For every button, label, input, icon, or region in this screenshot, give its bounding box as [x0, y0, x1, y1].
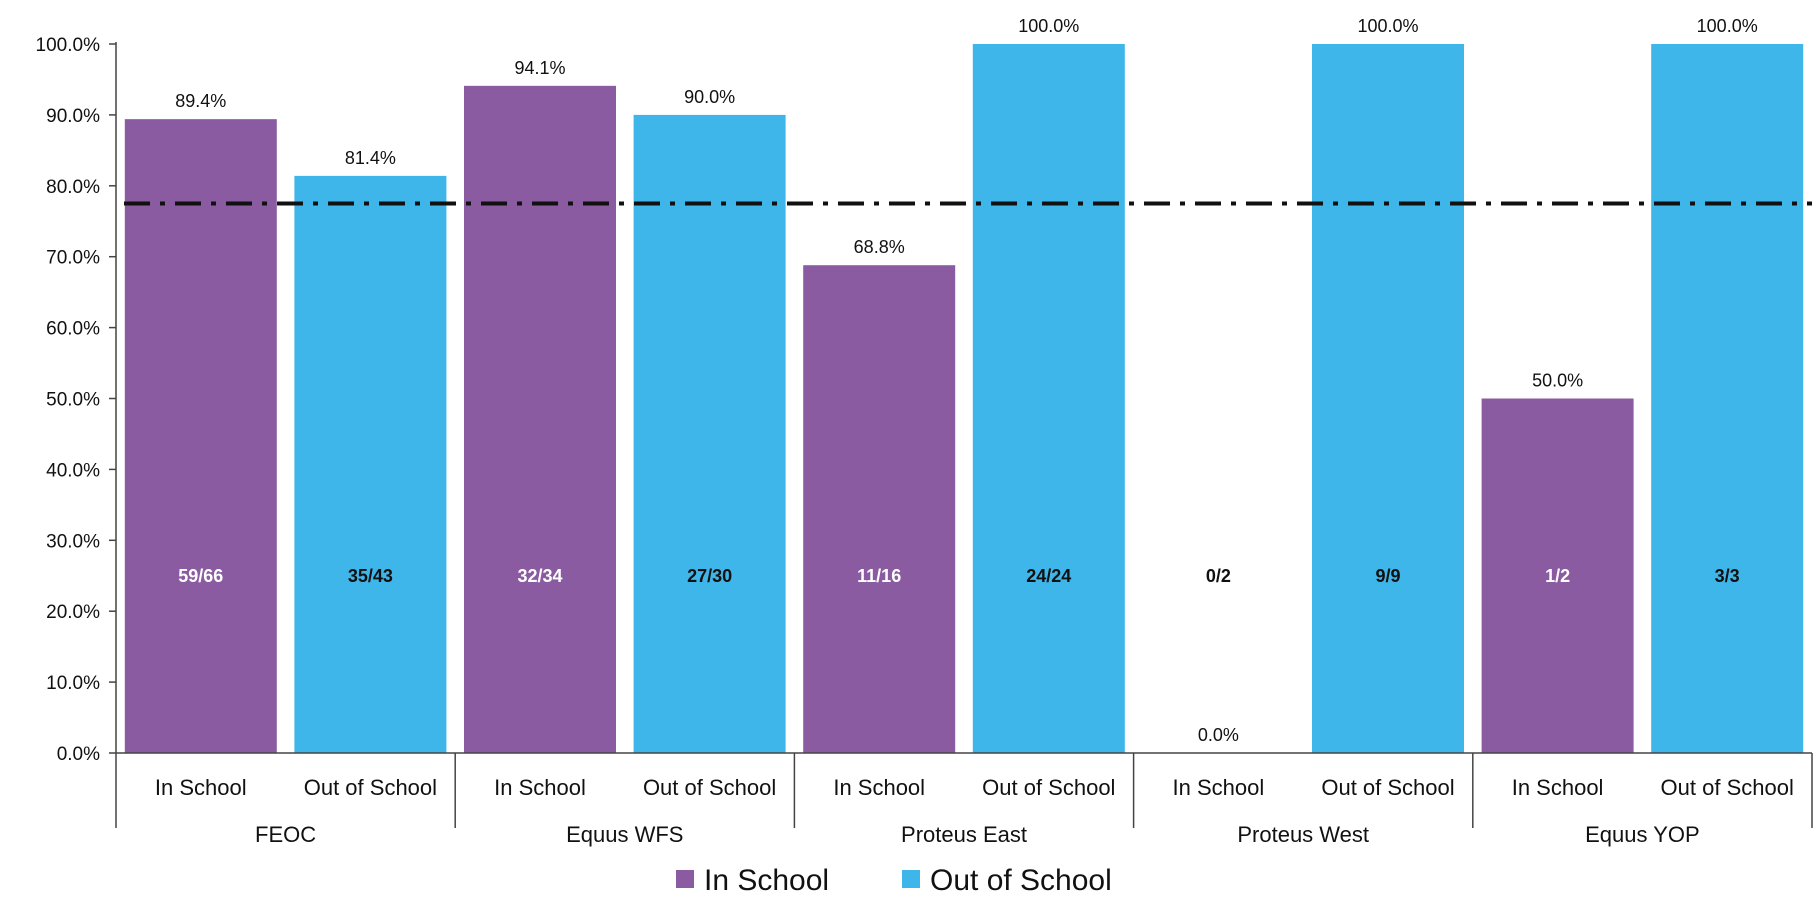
y-tick-label: 40.0% — [46, 460, 100, 481]
bar-fraction-label: 35/43 — [348, 566, 393, 586]
x-category-label: Out of School — [643, 775, 776, 800]
bar-out-of-school — [1312, 44, 1464, 753]
y-tick-label: 0.0% — [57, 744, 100, 765]
x-group-label: Equus WFS — [566, 822, 683, 847]
bar-in-school — [124, 119, 277, 754]
bar-out-of-school — [972, 44, 1125, 753]
y-tick-label: 100.0% — [36, 35, 101, 56]
bar-out-of-school — [1651, 44, 1804, 753]
x-category-label: Out of School — [982, 775, 1115, 800]
x-category-label: In School — [1173, 775, 1265, 800]
x-category-label: In School — [155, 775, 247, 800]
bar-out-of-school — [633, 114, 786, 753]
bar-fraction-label: 11/16 — [857, 566, 901, 586]
bar-in-school — [803, 265, 956, 753]
x-category-label: Out of School — [1661, 775, 1794, 800]
bar-in-school — [464, 85, 616, 754]
y-tick-label: 80.0% — [46, 177, 100, 198]
x-category-label: In School — [1512, 775, 1604, 800]
bar-value-label: 68.8% — [854, 237, 905, 257]
bar-value-label: 89.4% — [175, 91, 226, 111]
legend-swatch — [676, 870, 694, 888]
bar-in-school — [1481, 398, 1634, 753]
y-tick-label: 50.0% — [46, 390, 100, 411]
bar-out-of-school — [294, 175, 447, 753]
bar-value-label: 100.0% — [1357, 16, 1418, 36]
x-group-label: Proteus East — [901, 822, 1027, 847]
bar-fraction-label: 32/34 — [517, 566, 562, 586]
x-group-label: FEOC — [255, 822, 316, 847]
x-category-label: In School — [833, 775, 925, 800]
bar-fraction-label: 0/2 — [1206, 566, 1231, 586]
bar-fraction-label: 3/3 — [1715, 566, 1740, 586]
legend-label: Out of School — [930, 864, 1112, 897]
bar-fraction-label: 1/2 — [1545, 566, 1570, 586]
bar-value-label: 0.0% — [1198, 725, 1239, 745]
bar-value-label: 81.4% — [345, 148, 396, 168]
y-tick-label: 60.0% — [46, 319, 100, 340]
legend-swatch — [902, 870, 920, 888]
y-tick-label: 90.0% — [46, 106, 100, 127]
y-tick-label: 70.0% — [46, 248, 100, 269]
x-category-label: Out of School — [1321, 775, 1454, 800]
bar-fraction-label: 9/9 — [1375, 566, 1400, 586]
bar-value-label: 94.1% — [514, 58, 565, 78]
bar-value-label: 90.0% — [684, 87, 735, 107]
bar-fraction-label: 59/66 — [178, 566, 223, 586]
x-category-label: Out of School — [304, 775, 437, 800]
bar-value-label: 100.0% — [1697, 16, 1758, 36]
y-tick-label: 20.0% — [46, 602, 100, 623]
legend-label: In School — [704, 864, 829, 897]
y-tick-label: 30.0% — [46, 531, 100, 552]
bar-value-label: 50.0% — [1532, 371, 1583, 391]
x-group-label: Equus YOP — [1585, 822, 1700, 847]
x-group-label: Proteus West — [1237, 822, 1369, 847]
y-tick-label: 10.0% — [46, 673, 100, 694]
bar-value-label: 100.0% — [1018, 16, 1079, 36]
x-category-label: In School — [494, 775, 586, 800]
bar-fraction-label: 24/24 — [1026, 566, 1071, 586]
bar-fraction-label: 27/30 — [687, 566, 732, 586]
